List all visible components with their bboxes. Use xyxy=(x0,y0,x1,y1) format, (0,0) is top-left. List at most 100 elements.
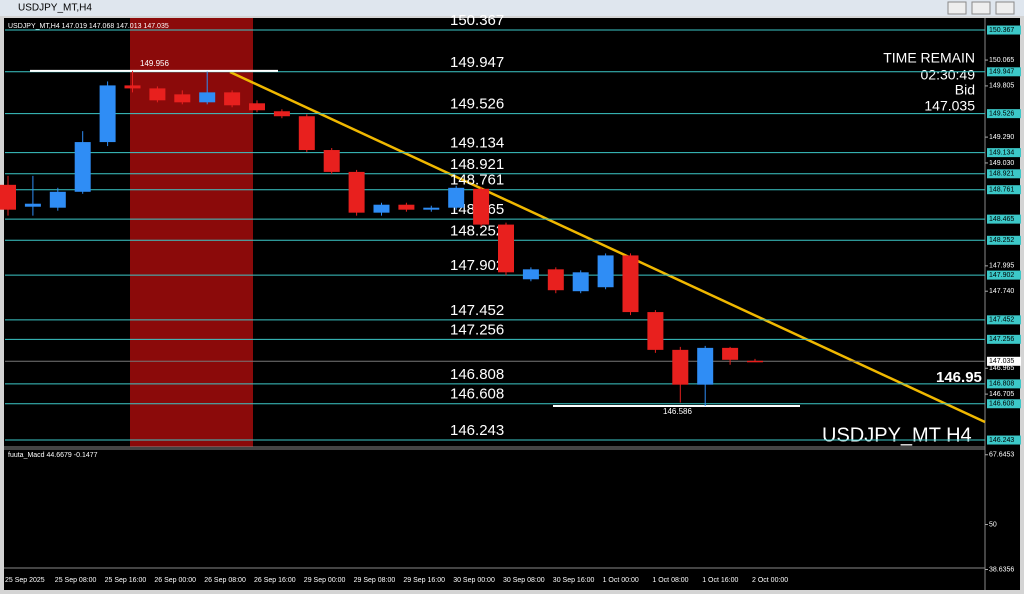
candle-body xyxy=(697,347,714,385)
level-tag xyxy=(987,169,1021,179)
bid-value: 147.035 xyxy=(924,98,975,114)
y-tick-label: 149.290 xyxy=(989,134,1014,141)
x-tick-label: 1 Oct 08:00 xyxy=(652,577,688,584)
level-label: 148.252 xyxy=(450,222,504,239)
level-label: 146.808 xyxy=(450,366,504,383)
x-tick-label: 1 Oct 00:00 xyxy=(603,577,639,584)
candle-body xyxy=(174,94,191,103)
candle-body xyxy=(448,187,465,208)
high-marker-label: 149.956 xyxy=(140,59,169,68)
level-tag xyxy=(987,185,1021,195)
level-tag-label: 149.526 xyxy=(989,110,1014,117)
candle-body xyxy=(24,203,41,207)
level-tag xyxy=(987,67,1021,77)
candle-body xyxy=(423,207,440,210)
highlight-zone xyxy=(130,18,253,447)
candle-body xyxy=(323,150,340,172)
candle-body xyxy=(298,116,315,151)
x-tick-label: 2 Oct 00:00 xyxy=(752,577,788,584)
level-tag-label: 148.921 xyxy=(989,171,1014,178)
bid-label: Bid xyxy=(955,82,975,98)
level-tag-label: 146.808 xyxy=(989,381,1014,388)
level-tag-label: 147.902 xyxy=(989,272,1014,279)
level-tag xyxy=(987,435,1021,445)
candle-body xyxy=(249,103,265,111)
level-tag xyxy=(987,379,1021,389)
level-label: 147.452 xyxy=(450,302,504,319)
level-tag xyxy=(987,315,1021,325)
level-tag xyxy=(987,148,1021,158)
x-tick-label: 30 Sep 08:00 xyxy=(503,577,545,584)
macd-tick-label: 38.6356 xyxy=(989,566,1014,573)
timer-label: TIME REMAIN xyxy=(883,50,975,66)
candle-body xyxy=(547,269,564,291)
current-price-label: 147.035 xyxy=(989,358,1014,365)
close-button[interactable] xyxy=(995,1,1015,15)
level-tag xyxy=(987,399,1021,409)
level-label: 147.256 xyxy=(450,321,504,338)
level-label: 149.526 xyxy=(450,96,504,113)
macd-title: fuuta_Macd 44.6679 -0.1477 xyxy=(8,452,98,459)
y-tick-label: 146.965 xyxy=(989,365,1014,372)
x-tick-label: 25 Sep 16:00 xyxy=(105,577,147,584)
x-tick-label: 1 Oct 16:00 xyxy=(702,577,738,584)
level-tag-label: 146.243 xyxy=(989,437,1014,444)
y-tick-label: 147.995 xyxy=(989,263,1014,270)
candle-body xyxy=(373,204,390,213)
price-tag: 146.95 xyxy=(936,369,982,386)
current-price-tag xyxy=(987,356,1021,366)
y-tick-label: 146.705 xyxy=(989,391,1014,398)
candle-body xyxy=(622,255,639,313)
timer-time: 02:30:49 xyxy=(921,67,976,83)
candle-body xyxy=(348,171,365,213)
trend-line xyxy=(229,70,986,424)
x-tick-label: 30 Sep 16:00 xyxy=(553,577,595,584)
x-tick-label: 25 Sep 08:00 xyxy=(55,577,97,584)
level-tag xyxy=(987,334,1021,344)
y-tick-label: 149.030 xyxy=(989,160,1014,167)
candle-body xyxy=(273,111,290,117)
macd-tick-label: 50 xyxy=(989,521,997,528)
candle-body xyxy=(747,360,763,363)
candle-body xyxy=(473,188,490,225)
level-label: 147.902 xyxy=(450,257,504,274)
y-tick-label: 149.805 xyxy=(989,83,1014,90)
candle-body xyxy=(199,92,216,103)
level-label: 148.921 xyxy=(450,156,504,173)
level-tag-label: 147.452 xyxy=(989,317,1014,324)
level-label: 146.243 xyxy=(450,422,504,439)
candle-body xyxy=(0,184,16,210)
level-tag-label: 147.256 xyxy=(989,336,1014,343)
x-tick-label: 26 Sep 16:00 xyxy=(254,577,296,584)
x-tick-label: 25 Sep 2025 xyxy=(5,577,45,584)
level-tag xyxy=(987,214,1021,224)
level-tag xyxy=(987,109,1021,119)
level-tag-label: 149.947 xyxy=(989,69,1014,76)
maximize-button[interactable] xyxy=(971,1,991,15)
x-tick-label: 26 Sep 08:00 xyxy=(204,577,246,584)
watermark: USDJPY_MT H4 xyxy=(822,424,972,446)
x-tick-label: 29 Sep 16:00 xyxy=(403,577,445,584)
level-label: 149.134 xyxy=(450,135,504,152)
candle-body xyxy=(572,272,589,292)
candle-body xyxy=(498,224,514,273)
candle-body xyxy=(647,312,664,350)
candle-body xyxy=(398,204,415,210)
y-tick-label: 150.065 xyxy=(989,57,1014,64)
level-tag-label: 148.252 xyxy=(989,237,1014,244)
candle-body xyxy=(149,88,166,101)
candle-body xyxy=(224,92,241,106)
level-tag-label: 150.367 xyxy=(989,27,1014,34)
level-label: 148.761 xyxy=(450,172,504,189)
x-tick-label: 26 Sep 00:00 xyxy=(154,577,196,584)
level-tag xyxy=(987,235,1021,245)
minimize-button[interactable] xyxy=(947,1,967,15)
candle-body xyxy=(672,349,689,385)
macd-tick-label: 67.6453 xyxy=(989,452,1014,459)
window-title: USDJPY_MT,H4 xyxy=(18,3,92,14)
candle-body xyxy=(74,142,91,192)
low-marker-label: 146.586 xyxy=(663,407,692,416)
level-label: 150.367 xyxy=(450,12,504,29)
x-tick-label: 29 Sep 08:00 xyxy=(354,577,396,584)
level-tag xyxy=(987,25,1021,35)
